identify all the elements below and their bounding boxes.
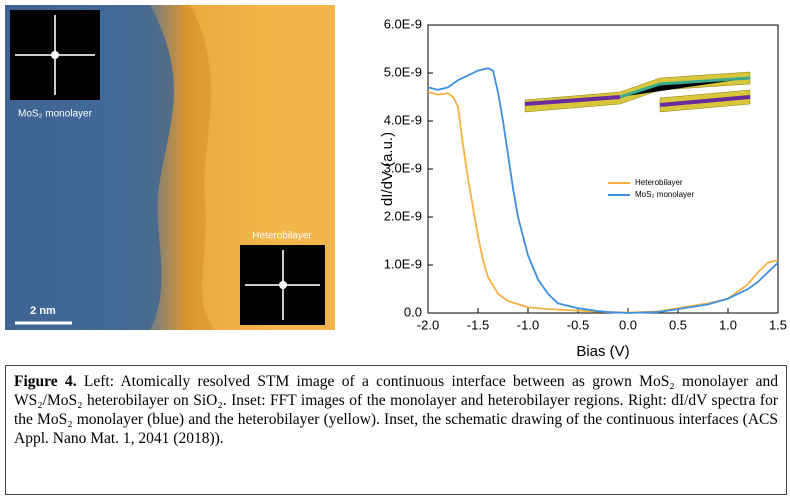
y-tick-label: 3.0E-9 xyxy=(384,160,422,175)
inset-label: MoS₂ monolayer xyxy=(18,109,93,120)
y-tick-label: 0.0 xyxy=(404,304,422,319)
series-line xyxy=(427,91,779,314)
figure: MoS₂ monolayer Heterobilayer 2 nm 0.0 1.0… xyxy=(5,5,787,360)
y-axis-label: dI/dV (a.u.) xyxy=(379,132,396,206)
y-tick-label: 1.0E-9 xyxy=(384,256,422,271)
y-tick-label: 2.0E-9 xyxy=(384,208,422,223)
legend-label: MoS₂ monolayer xyxy=(635,190,694,199)
x-tick-label: 1.0 xyxy=(719,317,737,332)
x-tick-label: 0.0 xyxy=(619,317,637,332)
plot-frame xyxy=(427,24,779,314)
caption-label: Figure 4. xyxy=(14,373,77,390)
stm-image: MoS₂ monolayer Heterobilayer 2 nm xyxy=(5,5,335,330)
schematic xyxy=(524,71,751,113)
y-tick-label: 6.0E-9 xyxy=(384,16,422,31)
x-tick-label: -0.5 xyxy=(567,317,589,332)
series-line xyxy=(427,67,779,314)
y-tick-label: 4.0E-9 xyxy=(384,112,422,127)
caption: Figure 4. Left: Atomically resolved STM … xyxy=(5,365,787,495)
x-tick-label: -2.0 xyxy=(417,317,439,332)
x-tick-label: 0.5 xyxy=(669,317,687,332)
legend-label: Heterobilayer xyxy=(635,178,683,187)
x-tick-label: -1.0 xyxy=(517,317,539,332)
x-tick-label: -1.5 xyxy=(467,317,489,332)
y-tick-label: 5.0E-9 xyxy=(384,64,422,79)
caption-text: Left: Atomically resolved STM image of a… xyxy=(14,373,779,447)
scale-bar-label: 2 nm xyxy=(30,305,56,317)
x-axis-label: Bias (V) xyxy=(576,343,629,360)
x-tick-label: 1.5 xyxy=(769,317,787,332)
inset-label: Heterobilayer xyxy=(252,231,312,242)
